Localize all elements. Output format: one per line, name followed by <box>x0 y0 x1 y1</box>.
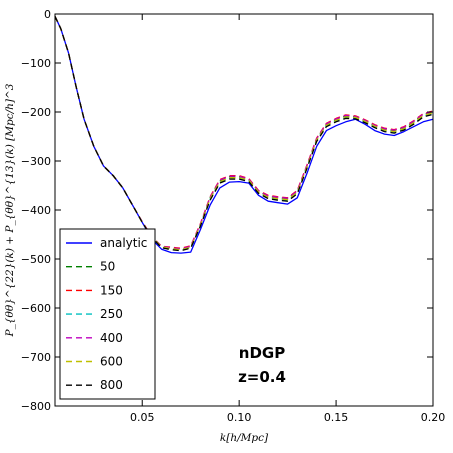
y-tick-label: −800 <box>21 400 51 413</box>
legend-frame <box>59 228 156 400</box>
annotation-redshift: z=0.4 <box>238 368 286 386</box>
y-tick-label: −500 <box>21 253 51 266</box>
legend-label: 50 <box>100 260 115 274</box>
y-tick-label: −200 <box>21 106 51 119</box>
ticks-layer: 0.05 0.10 0.15 0.20 0 −100 −200 −300 −400 −500 −60… <box>21 8 445 424</box>
legend: analytic 50 150 250 400 600 800 <box>59 228 156 400</box>
legend-label: 600 <box>100 355 123 369</box>
series-layer <box>54 16 434 254</box>
x-tick-label: 0.05 <box>130 411 155 424</box>
legend-label: 250 <box>100 307 123 321</box>
legend-label: 150 <box>100 283 123 297</box>
plot-frame <box>54 13 434 407</box>
x-tick-label: 0.10 <box>227 411 252 424</box>
y-tick-label: −600 <box>21 302 51 315</box>
y-tick-label: 0 <box>44 8 51 21</box>
y-tick-label: −700 <box>21 351 51 364</box>
series-line-analytic <box>54 16 434 254</box>
legend-label: 800 <box>100 378 123 392</box>
x-tick-label: 0.15 <box>324 411 349 424</box>
y-tick-label: −300 <box>21 155 51 168</box>
y-tick-label: −100 <box>21 57 51 70</box>
annotation-model: nDGP <box>239 344 285 362</box>
y-tick-label: −400 <box>21 204 51 217</box>
x-tick-label: 0.20 <box>421 411 446 424</box>
legend-label: analytic <box>100 236 147 250</box>
series-line-250 <box>54 16 434 251</box>
series-line-50 <box>54 16 434 250</box>
legend-label: 400 <box>100 331 123 345</box>
legend-entries: analytic 50 150 250 400 600 800 <box>66 236 147 392</box>
x-axis-label: k[h/Mpc] <box>220 432 269 444</box>
y-axis-label: P_{θθ}^{22}(k) + P_{θθ}^{13}(k) [Mpc/h]^… <box>4 83 16 337</box>
